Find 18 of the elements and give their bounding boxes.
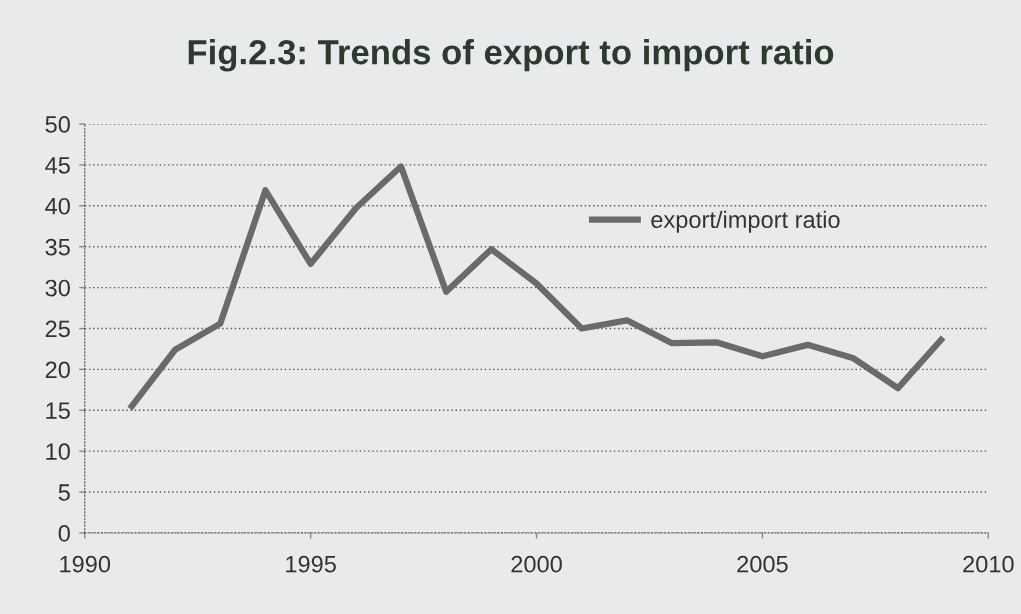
x-tick-label: 2000 bbox=[511, 555, 562, 573]
x-tick-label: 2005 bbox=[737, 555, 788, 573]
y-tick-label: 45 bbox=[45, 157, 70, 174]
y-tick-label: 0 bbox=[58, 525, 70, 542]
y-tick-label: 10 bbox=[46, 443, 70, 460]
y-tick-label: 30 bbox=[45, 279, 70, 297]
x-tick-label: 1995 bbox=[286, 555, 336, 573]
chart-title: Fig.2.3: Trends of export to import ratio bbox=[188, 39, 834, 72]
x-tick-label: 1990 bbox=[60, 555, 111, 573]
legend-label: export/import ratio bbox=[651, 210, 840, 233]
y-tick-label: 15 bbox=[46, 402, 70, 420]
y-tick-label: 25 bbox=[45, 320, 70, 338]
y-tick-label: 35 bbox=[45, 238, 70, 256]
y-tick-label: 20 bbox=[45, 361, 70, 379]
y-tick-label: 5 bbox=[58, 484, 70, 501]
x-tick-label: 2010 bbox=[963, 555, 1014, 573]
y-tick-label: 50 bbox=[45, 116, 70, 133]
y-tick-label: 40 bbox=[45, 197, 70, 215]
